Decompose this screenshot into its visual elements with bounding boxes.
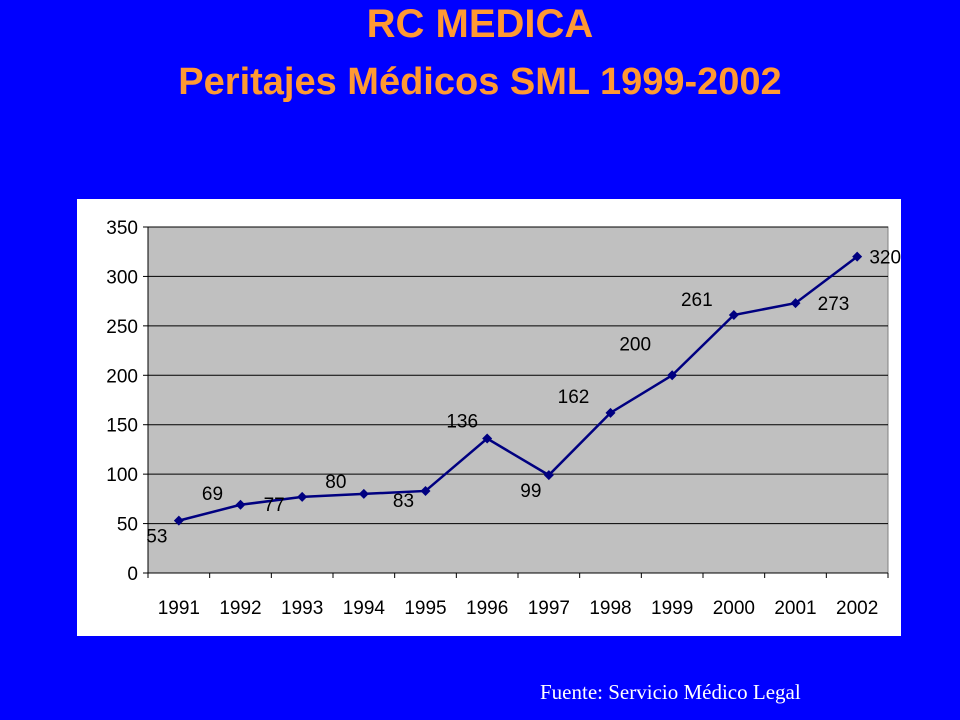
- data-point: [420, 485, 431, 496]
- chart-frame: 0 50 100 150 200 250 300 350 1991 1992 1993 1994 199…: [77, 199, 901, 636]
- x-tick-label: 1994: [343, 598, 386, 619]
- y-tick-label: 100: [106, 465, 138, 486]
- data-point: [667, 370, 678, 381]
- data-point: [482, 433, 493, 444]
- series-line: [178, 255, 858, 522]
- data-label: 136: [446, 412, 478, 433]
- data-point: [605, 407, 616, 418]
- x-tick-label: 2001: [774, 598, 816, 619]
- data-label: 200: [619, 334, 651, 355]
- data-point: [173, 515, 184, 526]
- data-point: [852, 251, 863, 262]
- source-note: Fuente: Servicio Médico Legal: [540, 680, 801, 704]
- y-tick-label: 350: [106, 218, 138, 239]
- y-tick-label: 50: [117, 515, 138, 536]
- x-tick-label: 1996: [466, 598, 508, 619]
- data-label: 53: [146, 527, 167, 548]
- data-label: 83: [393, 491, 414, 512]
- data-point: [790, 298, 801, 309]
- slide-title: RC MEDICA: [366, 2, 594, 46]
- data-label: 69: [202, 484, 223, 505]
- x-tick-label: 1991: [158, 598, 200, 619]
- slide-subtitle: Peritajes Médicos SML 1999-2002: [178, 61, 782, 103]
- x-tick-label: 1993: [281, 598, 323, 619]
- y-tick-label: 300: [106, 267, 138, 288]
- data-point: [297, 491, 308, 502]
- plot-area: [147, 226, 889, 574]
- data-point: [358, 488, 369, 499]
- data-label: 273: [818, 294, 850, 315]
- data-label: 162: [558, 387, 590, 408]
- data-point: [728, 309, 739, 320]
- x-tick-label: 1995: [404, 598, 446, 619]
- data-label: 99: [520, 481, 541, 502]
- y-tick-label: 150: [106, 416, 138, 437]
- y-tick-label: 0: [127, 564, 138, 585]
- x-tick-label: 1998: [589, 598, 631, 619]
- data-label: 80: [325, 472, 346, 493]
- data-label: 77: [264, 495, 285, 516]
- data-point: [543, 470, 554, 481]
- line-chart: 0 50 100 150 200 250 300 350 1991 1992 1993 1994 199…: [106, 218, 901, 619]
- x-tick-label: 2002: [836, 598, 878, 619]
- x-tick-label: 1999: [651, 598, 693, 619]
- x-tick-label: 1992: [219, 598, 261, 619]
- y-tick-label: 200: [106, 366, 138, 387]
- x-tick-label: 1997: [528, 598, 570, 619]
- data-label: 320: [869, 248, 901, 269]
- y-tick-label: 250: [106, 317, 138, 338]
- data-label: 261: [681, 290, 713, 311]
- x-tick-label: 2000: [713, 598, 755, 619]
- data-point: [235, 499, 246, 510]
